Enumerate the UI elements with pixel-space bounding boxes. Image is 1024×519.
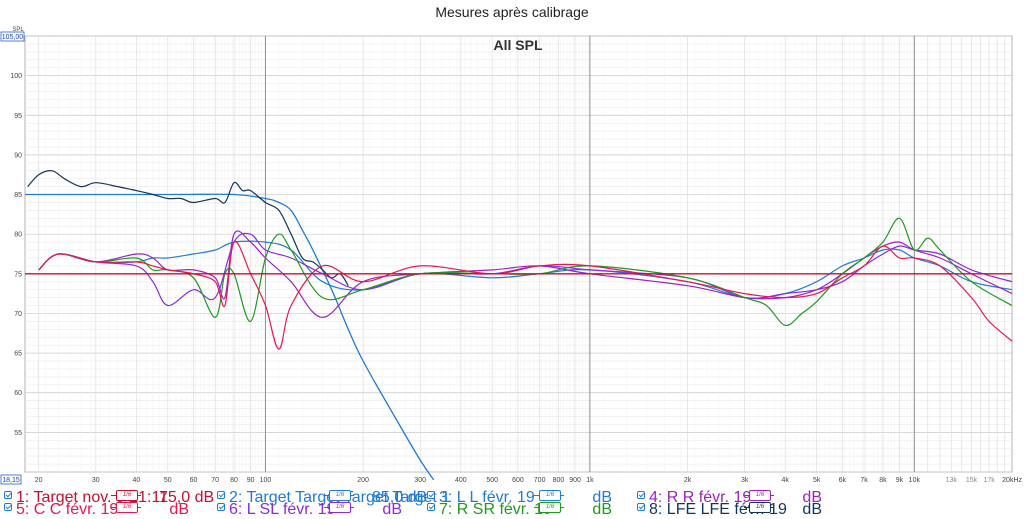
legend-checkbox[interactable] [637,491,645,499]
legend-item[interactable]: 5: C C févr. 19 1/6 dB [4,501,209,518]
legend-checkbox[interactable] [4,491,12,499]
smoothing-button[interactable]: 1/6 [329,490,351,501]
spl-chart[interactable]: 55 60 65 70 75 80 85 90 95 100 20 30 40 50 60 70 80 90 100… [0,0,1024,485]
legend-offset: dB [802,501,822,518]
y-unit-label: SPL [12,27,24,33]
y-tick-label: 60 [14,390,22,397]
x-tick-label: 900 [569,477,581,484]
x-tick-label: 100 [260,477,272,484]
x-tick-label: 90 [247,477,255,484]
x-tick-label: 20 [35,477,43,484]
smoothing-button[interactable]: 1/6 [539,490,561,501]
y-tick-label: 70 [14,311,22,318]
x-min-box[interactable] [0,474,22,485]
legend-item[interactable]: 6: L SL févr. 19 1/6 dB [217,501,422,518]
x-tick-label: 13k [946,477,958,484]
smoothing-button[interactable]: 1/6 [539,502,561,513]
y-tick-label: 80 [14,232,22,239]
legend-label: 7: R SR févr. 19 [439,501,552,518]
x-tick-label: 1k [586,477,594,484]
legend-item[interactable]: 1: Target nov. 9 21:11 1/6 75,0 dB [4,489,214,506]
legend-checkbox[interactable] [217,503,225,511]
legend-checkbox[interactable] [4,503,12,511]
y-tick-label: 95 [14,113,22,120]
legend-item[interactable]: 3: L L févr. 19 1/6 dB [427,489,632,506]
x-tick-label: 80 [230,477,238,484]
x-tick-label: 7k [860,477,868,484]
legend-offset: dB [592,501,612,518]
legend-item[interactable]: 7: R SR févr. 19 1/6 dB [427,501,632,518]
legend-label: 4: R R févr. 19 [649,489,752,506]
x-tick-label: 30 [92,477,100,484]
y-tick-label: 85 [14,192,22,199]
series-line-3[interactable] [38,240,1013,299]
x-tick-label: 2k [684,477,692,484]
y-tick-label: 75 [14,271,22,278]
y-max-value: 105,00 [2,34,24,41]
x-tick-label: 6k [839,477,847,484]
x-tick-label: 600 [512,477,524,484]
x-tick-label: 500 [486,477,498,484]
x-tick-label: 5k [813,477,821,484]
plot-frame [24,35,1013,473]
smoothing-button[interactable]: 1/6 [749,502,771,513]
x-tick-label: 200 [357,477,369,484]
x-tick-label: 9k [896,477,904,484]
x-min-value: 18,15 [2,477,20,484]
x-tick-label: 300 [414,477,426,484]
axis-ticks: 55 60 65 70 75 80 85 90 95 100 20 30 40 50 60 70 80 90 100… [10,73,1022,484]
legend-label: 6: L SL févr. 19 [229,501,336,518]
x-tick-label: 400 [455,477,467,484]
x-tick-label: 70 [211,477,219,484]
legend-checkbox[interactable] [427,503,435,511]
x-tick-label: 17k [983,477,995,484]
x-tick-label: 10k [909,477,921,484]
series-line-8[interactable] [27,170,349,287]
series-lines [25,170,1013,481]
x-tick-label: 4k [782,477,790,484]
legend-checkbox[interactable] [217,491,225,499]
legend-checkbox[interactable] [427,491,435,499]
x-tick-label: 15k [966,477,978,484]
smoothing-button[interactable]: 1/6 [116,490,138,501]
grid-lines [24,35,1013,473]
smoothing-button[interactable]: 1/6 [329,502,351,513]
x-tick-label: 60 [190,477,198,484]
x-tick-label: 800 [553,477,565,484]
legend-item[interactable]: 2: Target Target Target Target 1 1/6 85,0 … [217,489,450,506]
x-tick-label: 50 [164,477,172,484]
x-tick-label: 3k [741,477,749,484]
series-line-5[interactable] [38,240,1013,350]
legend-offset: dB [802,489,822,506]
y-tick-label: 90 [14,152,22,159]
legend-offset: dB [592,489,612,506]
y-tick-label: 55 [14,430,22,437]
legend-offset: dB [382,501,402,518]
series-line-2[interactable] [25,193,435,481]
smoothing-button[interactable]: 1/6 [116,502,138,513]
x-tick-label: 20kHz [1002,477,1022,484]
x-tick-label: 700 [534,477,546,484]
legend-offset: dB [169,501,189,518]
legend-label: 3: L L févr. 19 [439,489,535,506]
plot-label: All SPL [493,37,542,53]
chart-title: Mesures après calibrage [435,4,589,20]
x-tick-label: 40 [132,477,140,484]
y-tick-label: 65 [14,351,22,358]
legend-checkbox[interactable] [637,503,645,511]
y-max-box[interactable] [0,31,25,42]
x-tick-label: 8k [879,477,887,484]
legend-item[interactable]: 4: R R févr. 19 1/6 dB [637,489,842,506]
legend-label: 5: C C févr. 19 [16,501,119,518]
y-tick-label: 100 [10,73,22,80]
legend-item[interactable]: 8: LFE LFE févr. 19 1/6 dB [637,501,842,518]
smoothing-button[interactable]: 1/6 [749,490,771,501]
